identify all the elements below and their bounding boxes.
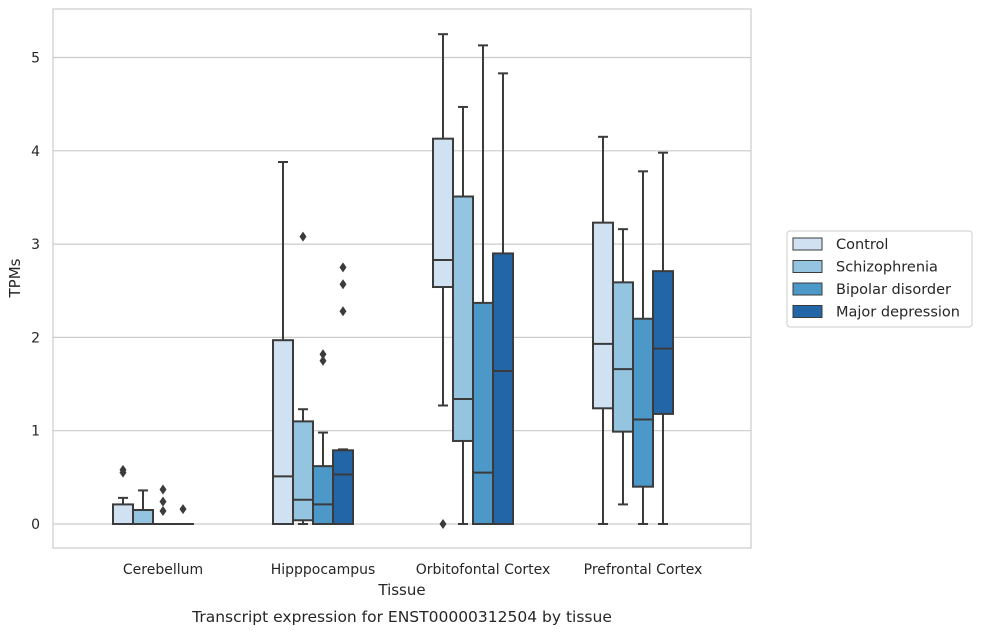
box-0-0 <box>112 464 134 526</box>
x-axis-title: Tissue <box>377 581 425 599</box>
legend: Control Schizophrenia Bipolar disorder Majo… <box>786 230 973 328</box>
legend-swatch <box>792 260 823 273</box>
outlier-point <box>299 231 307 242</box>
outlier-point <box>159 484 167 495</box>
outlier-point <box>159 496 167 507</box>
legend-swatch <box>792 305 823 318</box>
legend-item: Bipolar disorder <box>792 282 951 298</box>
box-iqr <box>652 270 674 415</box>
x-tick-label: Cerebellum <box>123 562 203 578</box>
x-tick-label: Prefrontal Cortex <box>584 562 703 578</box>
box-iqr <box>112 503 134 526</box>
box-iqr <box>452 195 474 442</box>
legend-frame <box>786 230 973 328</box>
legend-items: Control Schizophrenia Bipolar disorder Majo… <box>792 237 960 321</box>
box-iqr <box>312 465 334 525</box>
legend-label: Schizophrenia <box>836 260 938 276</box>
box-iqr <box>492 252 514 525</box>
y-axis-title: TPMs <box>6 258 24 298</box>
box-1-1 <box>292 231 314 525</box>
box-iqr <box>472 301 494 525</box>
outlier-point <box>319 355 327 366</box>
legend-item: Major depression <box>792 305 960 321</box>
box-1-3 <box>332 262 354 525</box>
box-1-0 <box>272 160 294 525</box>
box-iqr <box>592 221 614 410</box>
outlier-point <box>339 279 347 290</box>
box-0-3 <box>172 504 194 526</box>
legend-item: Schizophrenia <box>792 260 938 276</box>
box-iqr <box>272 339 294 525</box>
x-tick-label: Hipppocampus <box>271 562 376 578</box>
outlier-point <box>179 504 187 515</box>
box-iqr <box>332 449 354 525</box>
box-0-2 <box>152 484 174 526</box>
box-2-0 <box>432 33 454 529</box>
box-2-3 <box>492 72 514 525</box>
y-tick-label: 4 <box>31 144 40 160</box>
y-tick-label: 2 <box>31 330 40 346</box>
y-tick-label: 3 <box>31 237 40 253</box>
box-3-3 <box>652 151 674 525</box>
legend-label: Control <box>836 237 888 253</box>
box-3-2 <box>632 170 654 525</box>
x-axis-ticks: Cerebellum Hipppocampus Orbitofontal Corte… <box>123 562 702 578</box>
box-3-1 <box>612 228 634 506</box>
legend-swatch <box>792 282 823 296</box>
box-iqr <box>632 317 654 488</box>
box-iqr <box>132 509 154 526</box>
outlier-point <box>339 262 347 273</box>
box-3-0 <box>592 135 614 525</box>
y-tick-label: 0 <box>31 517 40 533</box>
outlier-point <box>159 505 167 516</box>
y-tick-label: 1 <box>31 424 40 440</box>
legend-label: Bipolar disorder <box>836 282 951 298</box>
box-iqr <box>432 137 454 289</box>
x-tick-label: Orbitofontal Cortex <box>416 562 551 578</box>
outlier-point <box>319 349 327 360</box>
box-0-1 <box>132 489 154 526</box>
plot-area-frame <box>52 8 752 549</box>
legend-label: Major depression <box>836 305 960 321</box>
legend-swatch <box>792 237 823 251</box>
y-axis-ticks: 0 1 2 3 4 5 <box>31 51 40 534</box>
y-tick-label: 5 <box>31 51 40 67</box>
outlier-point <box>339 306 347 317</box>
outlier-point <box>119 464 127 475</box>
legend-item: Control <box>792 237 888 253</box>
boxes <box>112 33 674 529</box>
box-iqr <box>612 281 634 433</box>
outlier-point <box>439 519 447 529</box>
chart-caption: Transcript expression for ENST0000031250… <box>191 608 612 626</box>
box-iqr <box>292 420 314 522</box>
